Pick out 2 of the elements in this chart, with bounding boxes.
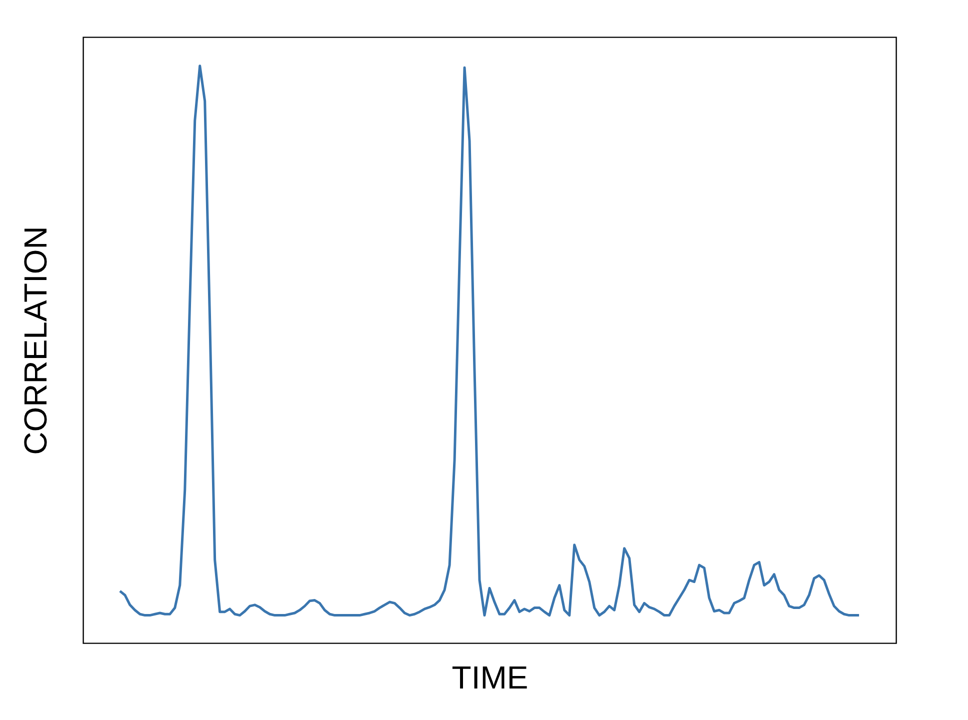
x-axis-title: TIME — [452, 660, 528, 696]
y-axis-title: CORRELATION — [18, 226, 54, 455]
